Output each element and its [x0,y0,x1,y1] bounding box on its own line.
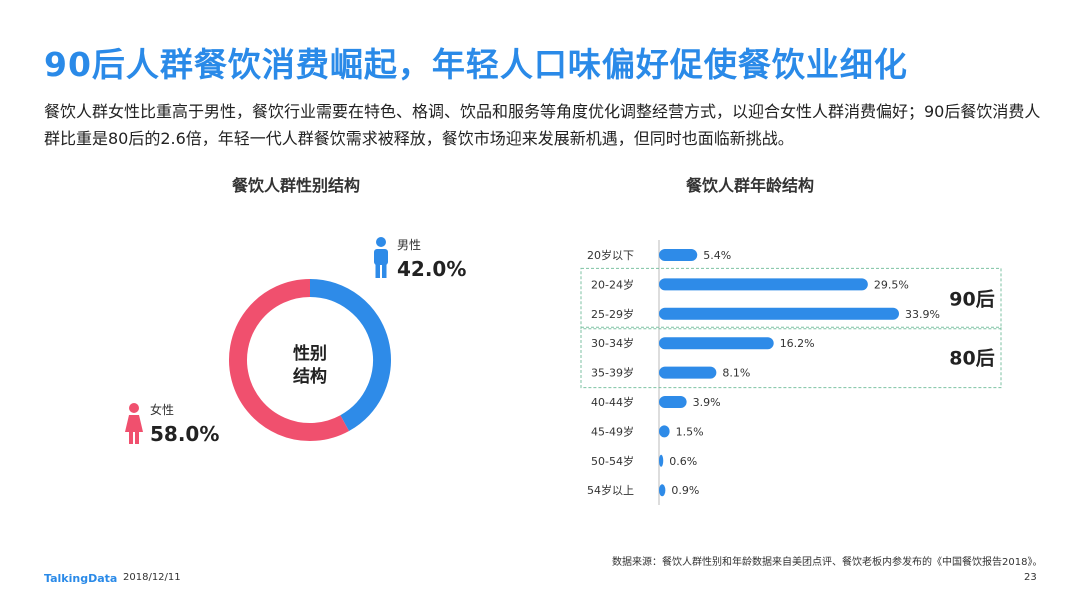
donut-slice-1 [229,279,350,441]
talkingdata-logo: TalkingData [44,572,118,585]
value-label-7: 0.6% [669,455,697,468]
bar-4 [659,366,717,379]
legend-male-value: 42.0% [397,257,467,281]
bar-3 [659,337,774,350]
value-label-5: 3.9% [693,396,721,409]
legend-male: 男性 42.0% [370,236,470,286]
female-person-icon [125,403,143,444]
category-label-6: 45-49岁 [591,424,634,438]
category-label-2: 25-29岁 [591,307,634,321]
age-chart-title: 餐饮人群年龄结构 [686,176,815,195]
group-label-1: 80后 [949,347,994,369]
value-label-2: 33.9% [905,308,940,321]
page-number: 23 [1024,572,1037,583]
donut-center-line2: 结构 [293,367,327,387]
group-box-0 [580,267,1002,330]
donut-center-label: 性别 结构 [270,343,350,389]
value-label-8: 0.9% [671,484,699,497]
value-label-6: 1.5% [676,425,704,438]
donut-slice-0 [309,279,391,431]
legend-female-name: 女性 [150,403,175,417]
category-label-7: 50-54岁 [591,454,634,468]
category-label-3: 30-34岁 [591,336,634,350]
bar-2 [659,307,899,320]
donut-center-line1: 性别 [293,344,327,364]
category-label-8: 54岁以上 [587,483,634,497]
bar-1 [659,278,868,291]
bar-5 [659,396,687,408]
data-source-note: 数据来源：餐饮人群性别和年龄数据来自美团点评、餐饮老板内参发布的《中国餐饮报告2… [612,557,1043,568]
legend-female-value: 58.0% [150,422,220,446]
bar-0 [659,249,698,261]
gender-chart-title: 餐饮人群性别结构 [232,176,361,195]
male-person-icon [374,237,388,278]
legend-male-name: 男性 [397,238,422,252]
group-box-1 [580,326,1002,389]
page-title: 90后人群餐饮消费崛起，年轻人口味偏好促使餐饮业细化 [44,45,908,84]
category-label-1: 20-24岁 [591,277,634,291]
value-label-4: 8.1% [722,367,750,380]
value-label-3: 16.2% [780,337,815,350]
category-label-4: 35-39岁 [591,366,634,380]
bar-7 [659,454,664,467]
bar-8 [659,484,666,497]
group-label-0: 90后 [949,289,994,311]
legend-female: 女性 58.0% [122,400,232,450]
footer-date: 2018/12/11 [123,572,181,583]
category-label-5: 40-44岁 [591,395,634,409]
value-label-1: 29.5% [874,278,909,291]
page-description: 餐饮人群女性比重高于男性，餐饮行业需要在特色、格调、饮品和服务等角度优化调整经营… [44,102,1041,148]
bar-6 [659,425,670,438]
category-label-0: 20岁以下 [587,248,634,262]
value-label-0: 5.4% [703,249,731,262]
